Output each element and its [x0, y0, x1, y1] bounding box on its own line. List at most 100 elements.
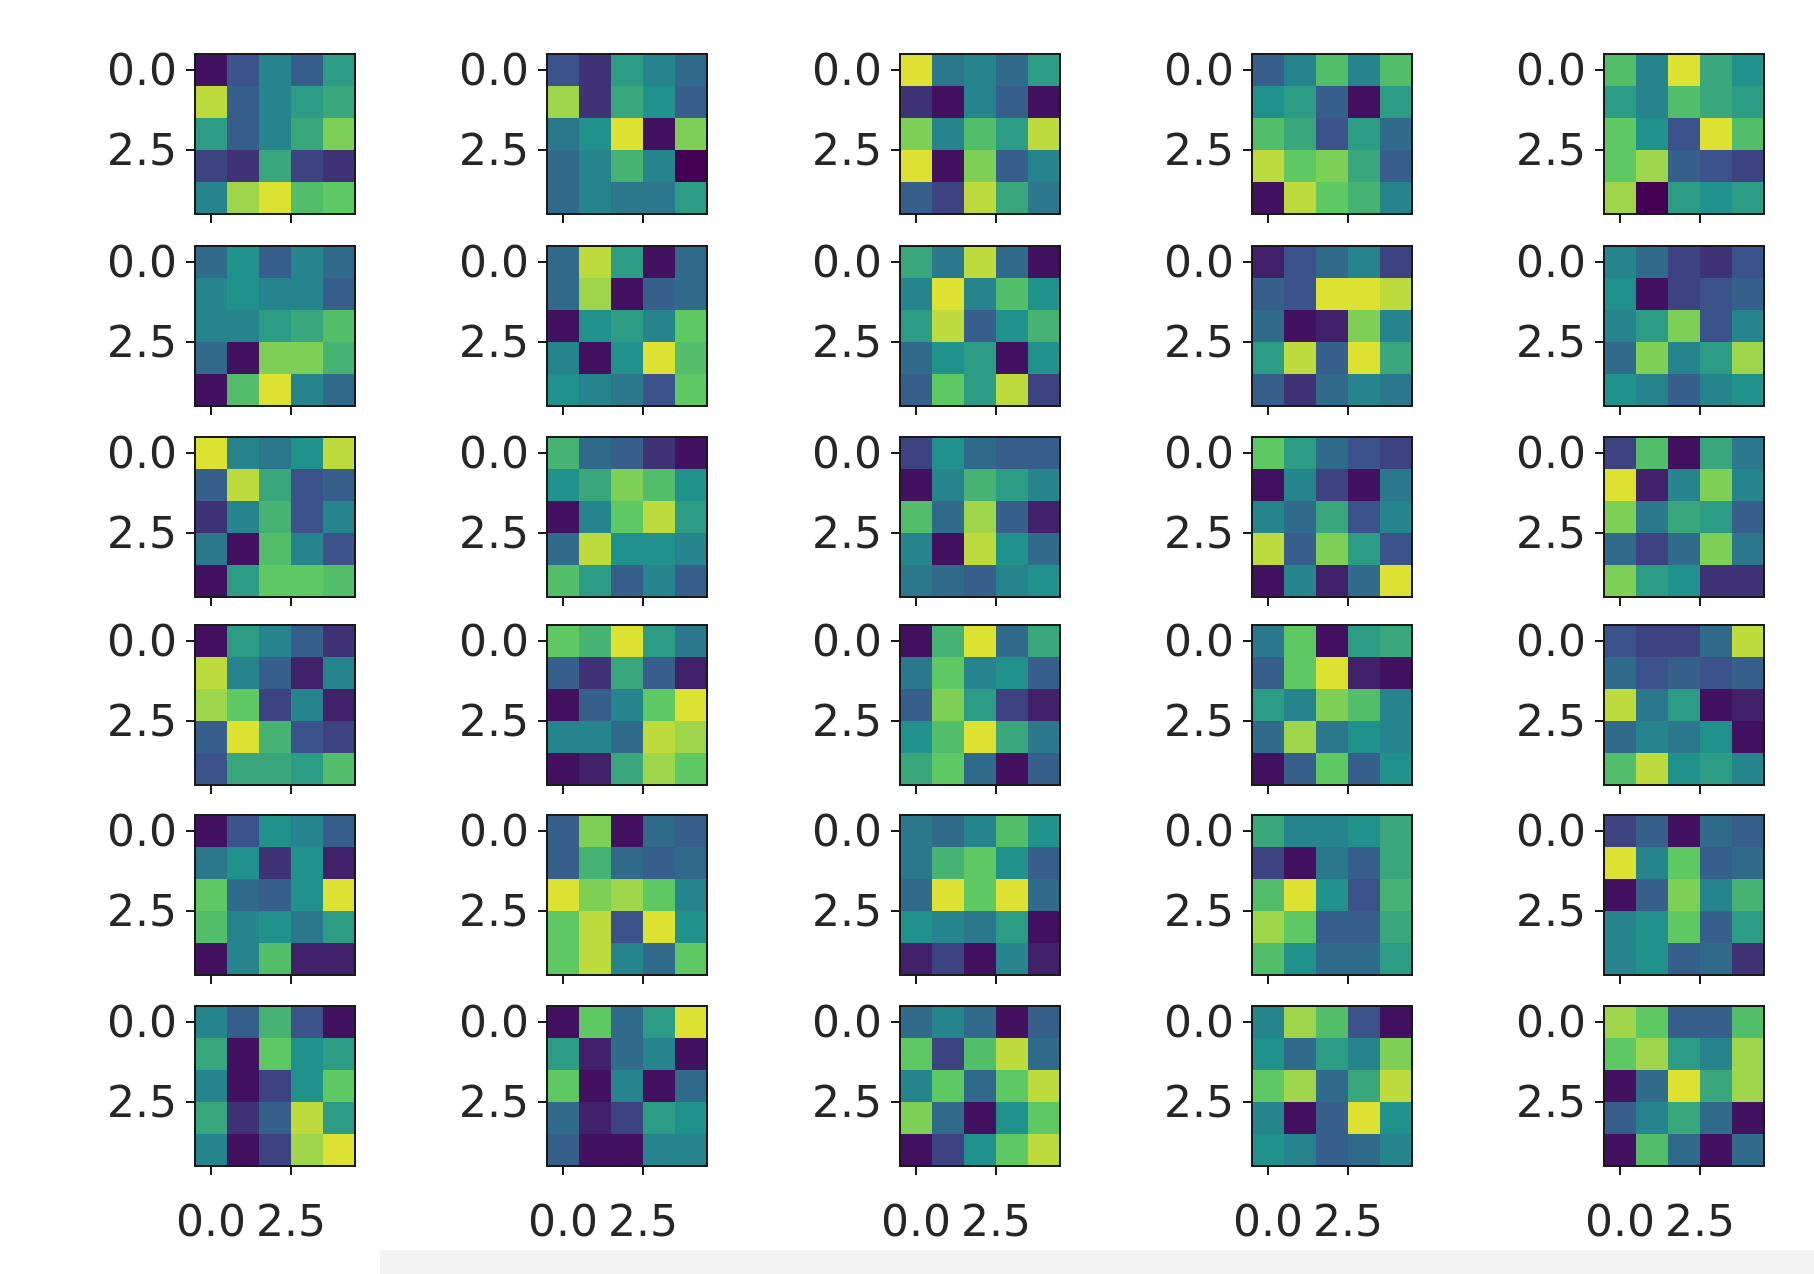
heatmap-cell [323, 1038, 355, 1071]
heatmap-cell [387, 118, 420, 151]
heatmap-cell [1348, 342, 1381, 375]
heatmap-cell [707, 342, 740, 375]
heatmap-cell [259, 657, 292, 690]
heatmap-cells [195, 437, 355, 597]
axes-frame [899, 436, 1061, 598]
heatmap-cell [1092, 438, 1125, 471]
heatmap-cell [323, 1102, 355, 1135]
heatmap-cell [1284, 565, 1317, 597]
heatmap-cell [1316, 214, 1349, 247]
heatmap-cell [323, 54, 355, 87]
heatmap-cell [579, 847, 612, 880]
heatmap-cell [259, 246, 292, 279]
heatmap-cell [1604, 1038, 1637, 1071]
heatmap-cell [900, 911, 933, 944]
heatmap-cell [1252, 657, 1285, 690]
heatmap-cell [1604, 278, 1637, 311]
heatmap-cell [996, 753, 1029, 785]
heatmap-cell [1764, 54, 1797, 87]
heatmap-cell [259, 689, 292, 722]
heatmap-cell [1028, 1134, 1060, 1166]
heatmap-cell [1604, 753, 1637, 785]
heatmap-cell [547, 150, 580, 183]
heatmap-cell [1796, 86, 1814, 119]
heatmap-cell [675, 278, 707, 311]
heatmap-cell [1252, 847, 1285, 880]
heatmap-cell [1444, 374, 1477, 407]
heatmap-cell [707, 753, 740, 786]
heatmap-cell [1060, 310, 1093, 343]
heatmap-cell [1444, 214, 1477, 247]
heatmap-cell [1028, 86, 1060, 119]
heatmap-cell [1764, 1070, 1797, 1103]
heatmap-cell [387, 943, 420, 976]
axes-frame [1603, 1005, 1765, 1167]
y-tick-label: 0.0 [1516, 997, 1586, 1048]
heatmap-cell [547, 1102, 580, 1135]
heatmap-cell [1668, 1070, 1701, 1103]
heatmap-cell [964, 943, 997, 975]
heatmap-cell [900, 310, 933, 343]
heatmap-cell [1092, 342, 1125, 375]
heatmap-cell [1380, 469, 1412, 502]
heatmap-cell [1380, 342, 1412, 375]
heatmap-cell [996, 150, 1029, 183]
heatmap-cell [227, 815, 260, 848]
heatmap-cell [996, 54, 1029, 87]
heatmap-cell [579, 1038, 612, 1071]
heatmap-cell [1284, 1102, 1317, 1135]
heatmap-cell [1700, 625, 1733, 658]
heatmap-cell [1028, 689, 1060, 722]
y-tick-label: 2.5 [1164, 508, 1234, 559]
heatmap-cell [1668, 501, 1701, 534]
heatmap-cell [1764, 597, 1797, 630]
heatmap-cell [1604, 374, 1637, 406]
heatmap-cells [1604, 437, 1797, 630]
heatmap-cell [739, 1006, 772, 1039]
heatmap-cell [964, 815, 997, 848]
heatmap-cell [1316, 975, 1349, 1008]
heatmap-cell [1732, 374, 1764, 406]
heatmap-cell [675, 657, 707, 690]
heatmap-panel-1-1: 0.0 2.5 [107, 45, 420, 223]
heatmap-panel-5-2: 0.0 2.5 [459, 806, 708, 984]
heatmap-cell [1060, 1038, 1093, 1071]
heatmap-cell [1252, 1006, 1285, 1039]
heatmap-cell [227, 721, 260, 754]
heatmap-cell [996, 657, 1029, 690]
heatmap-cell [707, 625, 740, 658]
heatmap-cell [1380, 246, 1412, 279]
y-tick-label: 2.5 [1164, 317, 1234, 368]
heatmap-cell [1636, 86, 1669, 119]
heatmap-cell [1284, 1038, 1317, 1071]
heatmap-cell [1028, 1038, 1060, 1071]
heatmap-cell [1380, 533, 1412, 566]
heatmap-panel-5-5: 0.0 2.5 [1516, 806, 1765, 984]
heatmap-cell [1284, 1006, 1317, 1039]
heatmap-cell [1028, 182, 1060, 214]
heatmap-cell [1284, 975, 1317, 1008]
heatmap-cell [1252, 469, 1285, 502]
heatmap-cell [1060, 469, 1093, 502]
heatmap-cell [1028, 565, 1060, 597]
y-tick-label: 2.5 [107, 696, 177, 747]
heatmap-cell [964, 118, 997, 151]
heatmap-cell [1380, 879, 1412, 912]
heatmap-cell [579, 86, 612, 119]
heatmap-cell [900, 533, 933, 566]
heatmap-cell [643, 533, 676, 566]
heatmap-cell [1700, 815, 1733, 848]
heatmap-cell [739, 86, 772, 119]
heatmap-cell [1348, 975, 1381, 1008]
heatmap-cell [259, 1038, 292, 1071]
y-tick-label: 0.0 [107, 806, 177, 857]
heatmap-cell [291, 374, 324, 406]
heatmap-cell [259, 310, 292, 343]
heatmap-cell [675, 342, 707, 375]
heatmap-cell [1380, 278, 1412, 311]
heatmap-cell [932, 533, 965, 566]
heatmap-cell [1028, 721, 1060, 754]
heatmap-cell [611, 246, 644, 279]
y-tick-label: 0.0 [459, 616, 529, 667]
heatmap-cell [932, 785, 965, 818]
